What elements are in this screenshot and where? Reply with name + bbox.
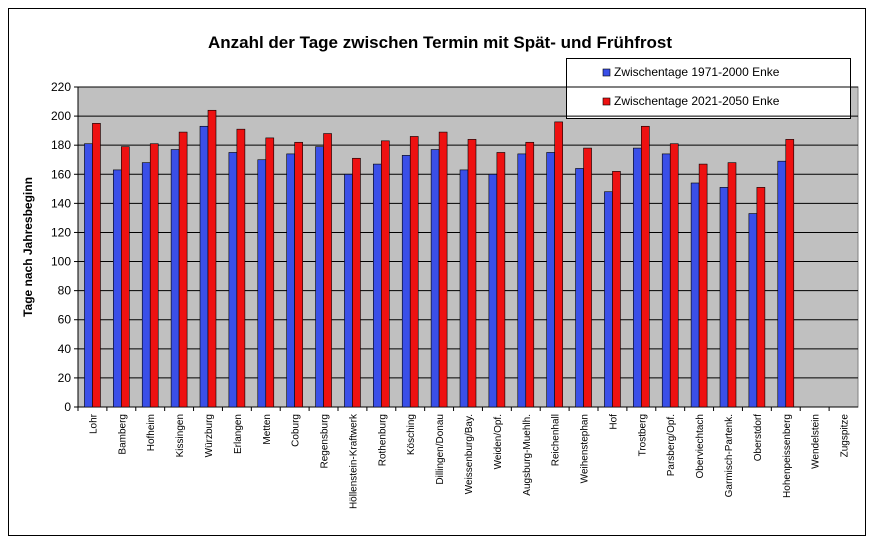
y-tick-label: 60 <box>58 313 72 327</box>
bar <box>113 169 122 408</box>
x-tick-label: Würzburg <box>204 414 215 457</box>
x-tick-label: Weissenburg/Bay. <box>464 414 475 494</box>
bar <box>467 139 477 408</box>
bar <box>698 163 708 408</box>
x-tick-label: Hof <box>608 414 619 430</box>
bar <box>641 125 650 408</box>
x-tick-label: Lohr <box>88 413 99 434</box>
bar <box>257 159 267 408</box>
legend-label: Zwischentage 1971-2000 Enke <box>614 65 780 79</box>
bar <box>236 128 246 408</box>
x-tick-label: Metten <box>262 414 273 445</box>
bar <box>438 131 448 408</box>
bar <box>633 147 642 408</box>
y-tick-label: 100 <box>51 255 71 269</box>
bar <box>352 157 361 408</box>
x-tick-label: Augsburg-Muehlh. <box>522 414 533 496</box>
x-tick-label: Reichenhall <box>551 414 562 466</box>
x-tick-label: Regensburg <box>320 414 331 468</box>
bar <box>141 162 151 408</box>
bar <box>381 140 390 408</box>
bar <box>612 171 621 408</box>
y-tick-label: 200 <box>51 109 71 123</box>
x-tick-label: Oberstdorf <box>753 414 764 461</box>
legend-label: Zwischentage 2021-2050 Enke <box>614 94 780 108</box>
x-tick-label: Wendelstein <box>811 414 822 469</box>
bar <box>756 187 766 408</box>
bar <box>265 137 275 408</box>
x-tick-label: Oberviechtach <box>695 414 706 478</box>
y-tick-label: 140 <box>51 196 71 210</box>
x-tick-label: Weiden/Opf. <box>493 414 504 469</box>
x-tick-label: Coburg <box>291 414 302 447</box>
bar <box>84 143 93 408</box>
bar <box>323 133 332 408</box>
x-tick-label: Garmisch-Partenk. <box>724 414 735 497</box>
x-tick-label: Kösching <box>406 414 417 455</box>
x-tick-label: Zugspitze <box>840 414 851 458</box>
bar <box>690 182 700 408</box>
x-tick-label: Hofheim <box>146 414 157 451</box>
x-tick-label: Parsberg/Opf. <box>666 414 677 476</box>
bar <box>430 149 440 408</box>
x-tick-label: Rothenburg <box>377 414 388 466</box>
bar <box>661 153 671 408</box>
y-tick-label: 160 <box>51 167 71 181</box>
bar <box>727 162 737 408</box>
bar <box>496 152 506 408</box>
x-tick-label: Dillingen/Donau <box>435 414 446 485</box>
bar <box>488 173 498 408</box>
y-axis-label: Tage nach Jahresbeginn <box>21 177 35 317</box>
chart-title: Anzahl der Tage zwischen Termin mit Spät… <box>208 33 672 52</box>
x-tick-label: Bamberg <box>117 414 128 455</box>
x-tick-label: Höllenstein-Kraftwerk <box>348 413 359 509</box>
x-tick-label: Trostberg <box>637 414 648 456</box>
bar <box>170 149 180 408</box>
bar <box>149 143 159 408</box>
y-tick-label: 40 <box>58 342 72 356</box>
bar <box>228 152 238 408</box>
bar <box>178 131 188 408</box>
x-tick-label: Weihenstephan <box>580 414 591 483</box>
bar <box>121 146 130 408</box>
bar <box>401 155 411 408</box>
x-tick-label: Hohenpeissenberg <box>782 414 793 498</box>
bar <box>546 152 555 408</box>
bar <box>286 153 295 408</box>
y-tick-label: 180 <box>51 138 71 152</box>
legend-swatch <box>602 68 611 77</box>
bar <box>604 191 613 408</box>
bar <box>583 147 592 408</box>
bar <box>199 125 209 408</box>
bar <box>554 121 563 408</box>
bar <box>669 143 679 408</box>
bar <box>294 141 303 408</box>
bar <box>344 173 353 408</box>
bar <box>373 163 382 408</box>
bar <box>719 187 729 408</box>
bar <box>525 141 535 408</box>
y-tick-label: 0 <box>64 400 71 414</box>
legend <box>566 58 851 119</box>
y-tick-label: 20 <box>58 371 72 385</box>
bar <box>777 160 787 408</box>
bar <box>207 109 217 408</box>
x-tick-label: Kissingen <box>175 414 186 457</box>
bar <box>459 169 469 408</box>
bar <box>785 139 795 408</box>
y-tick-label: 120 <box>51 225 71 239</box>
bar <box>517 153 527 408</box>
bar <box>409 136 419 408</box>
legend-swatch <box>602 97 611 106</box>
y-tick-label: 220 <box>51 80 71 94</box>
bar <box>315 146 324 408</box>
x-tick-label: Erlangen <box>233 414 244 454</box>
y-tick-label: 80 <box>58 284 72 298</box>
bar <box>92 123 101 408</box>
bar <box>748 213 758 408</box>
bar <box>575 168 584 408</box>
